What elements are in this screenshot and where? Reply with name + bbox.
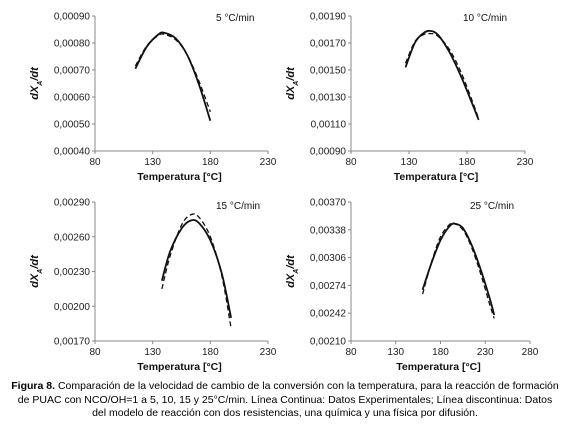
y-tick-label: 0,00090	[54, 12, 91, 23]
x-tick-label: 230	[260, 157, 277, 168]
y-tick-label: 0,00210	[310, 337, 347, 348]
chart-panel: 0,00210 0,00242 0,00274 0,00306 0,00338 0,003…	[285, 198, 539, 374]
chart-panel: 0,00090 0,00110 0,00130 0,00150 0,00170 0,001…	[285, 12, 534, 184]
chart-title: 25 °C/min	[470, 201, 514, 212]
chart-title: 5 °C/min	[216, 13, 254, 24]
y-tick-label: 0,00338	[310, 225, 347, 236]
chart-panel: 0,00040 0,00050 0,00060 0,00070 0,00080 0,000…	[29, 12, 277, 184]
y-tick-label: 0,00170	[54, 337, 91, 348]
y-tick-label: 0,00070	[54, 66, 91, 77]
series-experimental-line	[421, 222, 496, 316]
figure-caption: Figura 8. Comparación de la velocidad de…	[10, 380, 560, 421]
chart-title: 15 °C/min	[216, 201, 260, 212]
x-tick-label: 130	[144, 157, 161, 168]
x-tick-label: 130	[387, 347, 404, 358]
chart-title: 10 °C/min	[463, 13, 507, 24]
chart-panel: 0,00170 0,00200 0,00230 0,00260 0,00290 80 130…	[29, 198, 277, 374]
x-tick-label: 80	[89, 347, 101, 358]
y-axis-label: dXA/dt	[285, 66, 300, 100]
y-tick-label: 0,00260	[54, 232, 91, 243]
x-tick-label: 180	[459, 157, 476, 168]
x-tick-label: 280	[522, 347, 539, 358]
series-model-line	[134, 33, 211, 113]
series-experimental-line	[404, 29, 480, 121]
x-axis-label: Temperatura [°C]	[394, 171, 479, 183]
y-tick-label: 0,00170	[310, 39, 347, 50]
y-tick-label: 0,00050	[54, 120, 91, 131]
x-axis-label: Temperatura [°C]	[137, 171, 222, 183]
caption-label: Figura 8.	[11, 380, 56, 392]
y-axis-label: dXA/dt	[29, 66, 44, 100]
x-tick-label: 230	[517, 157, 534, 168]
series-model-line	[161, 213, 232, 329]
caption-text: Comparación de la velocidad de cambio de…	[17, 380, 559, 419]
y-tick-label: 0,00190	[310, 12, 347, 23]
y-tick-label: 0,00230	[54, 267, 91, 278]
series-experimental-line	[134, 31, 212, 122]
y-tick-label: 0,00242	[310, 309, 347, 320]
series-model-line	[421, 221, 495, 319]
x-tick-label: 180	[202, 347, 219, 358]
y-tick-label: 0,00080	[54, 39, 91, 50]
x-tick-label: 180	[202, 157, 219, 168]
x-axis-label: Temperatura [°C]	[396, 361, 481, 373]
y-tick-label: 0,00110	[311, 120, 347, 131]
x-tick-label: 80	[345, 157, 357, 168]
y-axis-label: dXA/dt	[285, 254, 300, 288]
y-axis-label: dXA/dt	[29, 254, 44, 288]
y-tick-label: 0,00290	[54, 198, 91, 209]
x-axis-label: Temperatura [°C]	[137, 361, 222, 373]
x-tick-label: 230	[477, 347, 494, 358]
y-tick-label: 0,00150	[310, 66, 347, 77]
y-tick-label: 0,00130	[310, 93, 347, 104]
y-tick-label: 0,00060	[54, 93, 91, 104]
x-tick-label: 80	[89, 157, 101, 168]
x-tick-label: 80	[345, 347, 357, 358]
y-tick-label: 0,00040	[54, 147, 91, 158]
y-tick-label: 0,00090	[310, 147, 347, 158]
x-tick-label: 180	[432, 347, 449, 358]
y-tick-label: 0,00274	[310, 281, 347, 292]
y-tick-label: 0,00200	[54, 302, 91, 313]
y-tick-label: 0,00306	[310, 253, 347, 264]
series-model-line	[404, 32, 480, 119]
x-tick-label: 130	[144, 347, 161, 358]
x-tick-label: 130	[401, 157, 418, 168]
y-tick-label: 0,00370	[310, 198, 347, 209]
x-tick-label: 230	[260, 347, 277, 358]
